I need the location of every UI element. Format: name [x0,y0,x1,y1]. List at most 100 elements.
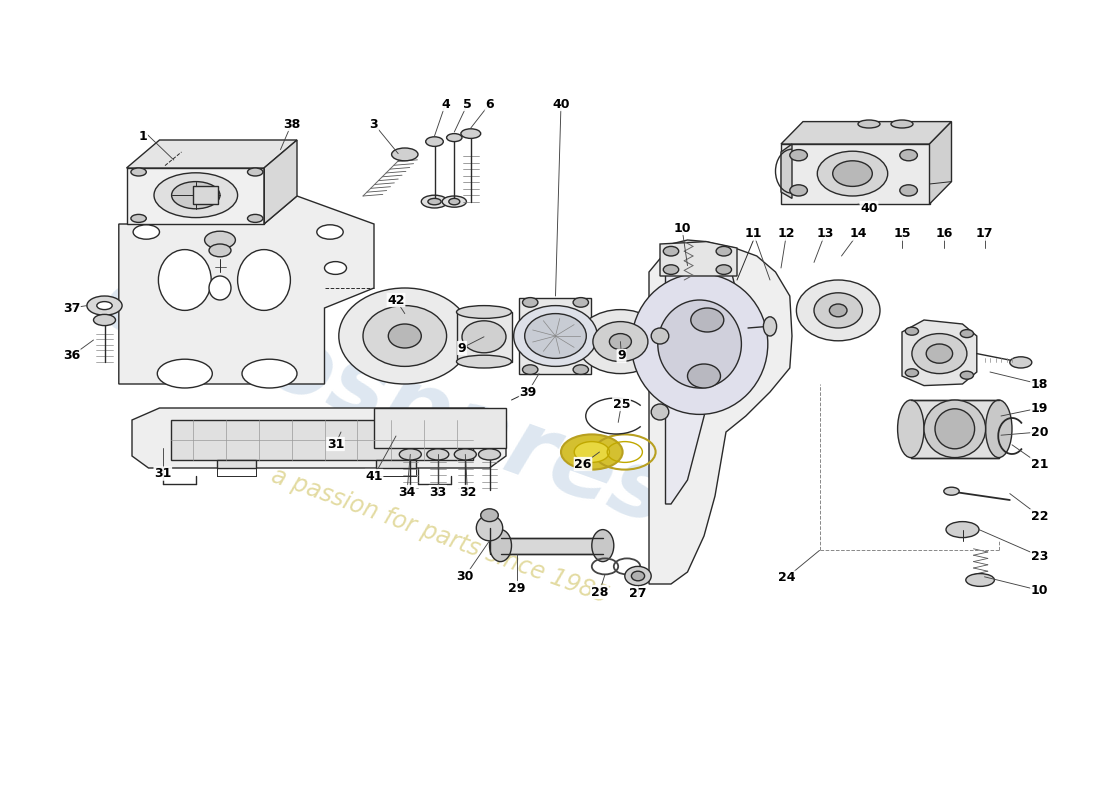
Polygon shape [192,186,218,204]
Text: 40: 40 [860,202,878,214]
Ellipse shape [525,314,586,358]
Text: 16: 16 [935,227,953,240]
Text: 19: 19 [1031,402,1048,414]
Ellipse shape [651,328,669,344]
Ellipse shape [663,265,679,274]
Text: 32: 32 [459,486,476,498]
Polygon shape [781,144,792,198]
Ellipse shape [609,334,631,350]
Text: 1: 1 [139,130,147,142]
Ellipse shape [462,321,506,353]
Ellipse shape [663,246,679,256]
Text: 40: 40 [552,98,570,110]
Polygon shape [217,460,256,468]
Polygon shape [649,240,792,584]
Ellipse shape [490,530,512,562]
Text: 34: 34 [398,486,416,498]
Ellipse shape [456,306,512,318]
Text: 13: 13 [816,227,834,240]
Ellipse shape [763,317,777,336]
Ellipse shape [428,198,441,205]
Ellipse shape [421,195,448,208]
Text: 22: 22 [1031,510,1048,522]
Ellipse shape [574,442,609,462]
Ellipse shape [960,371,974,379]
Ellipse shape [960,330,974,338]
Ellipse shape [1010,357,1032,368]
Text: a passion for parts since 1985: a passion for parts since 1985 [268,464,612,608]
Text: 10: 10 [673,222,691,234]
Text: 18: 18 [1031,378,1048,390]
Polygon shape [456,312,512,362]
Ellipse shape [593,322,648,362]
Ellipse shape [926,344,953,363]
Ellipse shape [900,150,917,161]
Text: 3: 3 [370,118,378,130]
Polygon shape [132,408,506,468]
Ellipse shape [651,404,669,420]
Ellipse shape [576,310,664,374]
Ellipse shape [905,369,918,377]
Ellipse shape [716,246,732,256]
Text: 42: 42 [387,294,405,306]
Ellipse shape [317,225,343,239]
Ellipse shape [131,214,146,222]
Polygon shape [126,140,297,168]
Ellipse shape [447,134,462,142]
Ellipse shape [688,364,720,388]
Ellipse shape [248,168,263,176]
Ellipse shape [427,449,449,460]
Ellipse shape [631,274,768,414]
Ellipse shape [905,327,918,335]
Text: 31: 31 [154,467,172,480]
Ellipse shape [248,214,263,222]
Ellipse shape [966,574,994,586]
Ellipse shape [522,298,538,307]
Ellipse shape [478,449,500,460]
Ellipse shape [363,306,447,366]
Ellipse shape [158,250,211,310]
Polygon shape [264,140,297,224]
Ellipse shape [561,434,623,470]
Ellipse shape [97,302,112,310]
Ellipse shape [449,198,460,205]
Text: 24: 24 [778,571,795,584]
Polygon shape [500,538,603,554]
Ellipse shape [814,293,862,328]
Polygon shape [170,420,473,460]
Text: 4: 4 [441,98,450,110]
Text: 23: 23 [1031,550,1048,562]
Ellipse shape [817,151,888,196]
Ellipse shape [205,231,235,249]
Ellipse shape [790,185,807,196]
Polygon shape [781,122,952,144]
Text: 31: 31 [327,438,344,450]
Ellipse shape [388,324,421,348]
Ellipse shape [442,196,466,207]
Ellipse shape [658,300,741,388]
Ellipse shape [209,276,231,300]
Polygon shape [911,400,999,458]
Text: 28: 28 [591,586,608,598]
Polygon shape [119,196,374,384]
Ellipse shape [339,288,471,384]
Text: 26: 26 [574,458,592,470]
Text: 20: 20 [1031,426,1048,438]
Ellipse shape [631,571,645,581]
Polygon shape [374,408,506,448]
Text: 14: 14 [849,227,867,240]
Ellipse shape [924,400,986,458]
Text: 21: 21 [1031,458,1048,470]
Text: 5: 5 [463,98,472,110]
Ellipse shape [514,306,597,366]
Text: 15: 15 [893,227,911,240]
Ellipse shape [131,168,146,176]
Polygon shape [781,144,930,204]
Ellipse shape [242,359,297,388]
Ellipse shape [691,308,724,332]
Ellipse shape [986,400,1012,458]
Ellipse shape [946,522,979,538]
Ellipse shape [461,129,481,138]
Polygon shape [902,320,977,386]
Text: 6: 6 [485,98,494,110]
